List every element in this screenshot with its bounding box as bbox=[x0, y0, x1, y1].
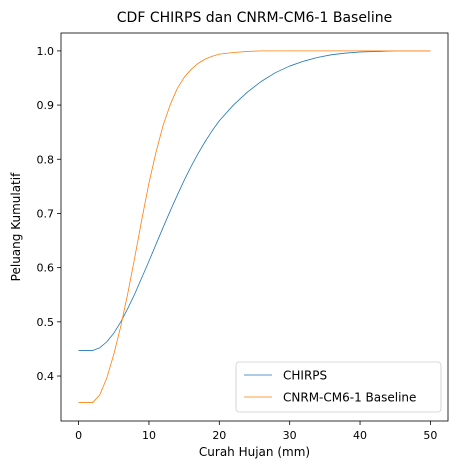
x-tick-label: 50 bbox=[423, 429, 437, 442]
series-line-0 bbox=[79, 51, 431, 351]
x-tick-label: 20 bbox=[212, 429, 226, 442]
y-tick-label: 0.9 bbox=[37, 99, 55, 112]
y-tick-label: 0.7 bbox=[37, 207, 55, 220]
x-axis-label: Curah Hujan (mm) bbox=[199, 445, 310, 459]
series-line-1 bbox=[79, 51, 431, 403]
y-tick-label: 0.4 bbox=[37, 370, 55, 383]
x-tick-label: 0 bbox=[75, 429, 82, 442]
y-axis-label: Peluang Kumulatif bbox=[9, 172, 23, 281]
x-tick-label: 10 bbox=[142, 429, 156, 442]
legend-label-cnrm: CNRM-CM6-1 Baseline bbox=[283, 391, 416, 405]
legend-frame bbox=[236, 362, 441, 412]
y-tick-label: 1.0 bbox=[37, 45, 55, 58]
y-tick-label: 0.8 bbox=[37, 153, 55, 166]
y-tick-label: 0.5 bbox=[37, 316, 55, 329]
legend: CHIRPS CNRM-CM6-1 Baseline bbox=[236, 362, 441, 412]
legend-label-chirps: CHIRPS bbox=[283, 369, 327, 383]
chart-title: CDF CHIRPS dan CNRM-CM6-1 Baseline bbox=[117, 10, 392, 26]
x-tick-label: 40 bbox=[353, 429, 367, 442]
x-axis-ticks: 0 10 20 30 40 50 bbox=[75, 421, 437, 442]
plot-lines bbox=[79, 51, 431, 403]
y-tick-label: 0.6 bbox=[37, 262, 55, 275]
x-tick-label: 30 bbox=[283, 429, 297, 442]
y-axis-ticks: 0.4 0.5 0.6 0.7 0.8 0.9 1.0 bbox=[37, 45, 62, 383]
